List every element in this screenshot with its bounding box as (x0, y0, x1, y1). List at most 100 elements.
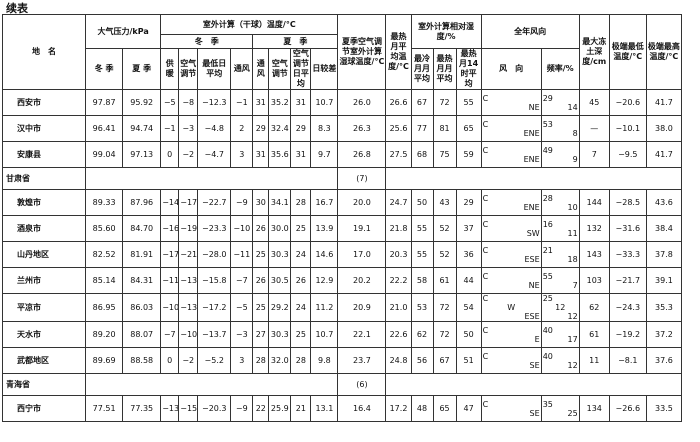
cell-line: 55 (542, 271, 553, 281)
cell: 89.69 (85, 347, 124, 374)
cell: 26.0 (337, 89, 387, 116)
cell-line: 40 (542, 351, 553, 361)
cell: 67 (410, 89, 434, 116)
cell: 77.51 (85, 395, 124, 422)
cell-line: E (534, 334, 540, 344)
cell: 43.6 (645, 189, 683, 216)
cell: 31 (290, 89, 312, 116)
cell: 9.7 (310, 141, 339, 168)
cell: −5.2 (197, 347, 232, 374)
cell: 81.91 (122, 241, 162, 268)
cell: −15 (178, 395, 199, 422)
multi-cell: 55 7 (540, 267, 580, 294)
cell: 26.8 (337, 141, 387, 168)
cell: 61 (432, 267, 457, 294)
cell-line: 7 (572, 280, 578, 290)
cell: 41.7 (645, 141, 683, 168)
cell-line: 21 (542, 245, 553, 255)
cell: −3 (178, 115, 199, 142)
cell-line: 11 (567, 228, 578, 238)
cell: −2 (178, 141, 199, 168)
cell: 0 (160, 347, 180, 374)
cell-line: 14 (567, 102, 578, 112)
cell: 27 (252, 321, 270, 348)
cell: 68 (410, 141, 434, 168)
multi-cell: C ENE (480, 115, 542, 142)
cell: −12.3 (197, 89, 232, 116)
cell: 37.6 (645, 347, 683, 374)
cell: 20.9 (337, 293, 387, 322)
multi-cell: C ENE (480, 189, 542, 216)
cell: 31 (252, 141, 270, 168)
cell: −19 (178, 215, 199, 242)
cell-line: C (482, 351, 489, 361)
cell: 72 (432, 89, 457, 116)
cell: 54 (455, 293, 482, 322)
cell: 26 (290, 267, 312, 294)
cell: 12.9 (310, 267, 339, 294)
cell: 144 (578, 189, 610, 216)
header-cell: 冬 季 (160, 34, 254, 49)
cell: 10.7 (310, 321, 339, 348)
multi-cell: 40 12 (540, 347, 580, 374)
cell: −15.8 (197, 267, 232, 294)
cell: −13.7 (197, 321, 232, 348)
place-name: 敦煌市 (1, 189, 87, 216)
table-row: 汉中市 96.41 94.74 −1 −3 −4.8 2 29 32.4 29 8.3 26.3 25.… (1, 115, 683, 142)
cell: 7 (578, 141, 610, 168)
cell: −33.3 (608, 241, 647, 268)
header-cell: 最大冻土深度/cm (578, 14, 610, 90)
cell: 96.41 (85, 115, 124, 142)
table-row: 敦煌市 89.33 87.96 −14 −17 −22.7 −9 30 34.1 28 16.7 20… (1, 189, 683, 216)
cell-line: 29 (542, 93, 553, 103)
cell: 30.3 (268, 321, 292, 348)
cell: 35.6 (268, 141, 292, 168)
cell: 53 (410, 293, 434, 322)
cell: 39.1 (645, 267, 683, 294)
table-row: 西安市 97.87 95.92 −5 −8 −12.3 −1 31 35.2 31 10.7 26.0… (1, 89, 683, 116)
cell: 24 (290, 293, 312, 322)
header-cell: 最低日平均 (197, 48, 232, 90)
cell: 25 (252, 293, 270, 322)
cell (85, 373, 339, 396)
header-cell: 空气调节 (178, 48, 199, 90)
cell: 24.8 (385, 347, 412, 374)
section-note: (6) (337, 373, 387, 396)
cell: 26.3 (337, 115, 387, 142)
cell: 34.1 (268, 189, 292, 216)
cell: 41.7 (645, 89, 683, 116)
multi-cell: C ESE (480, 241, 542, 268)
cell-line: ENE (523, 202, 540, 212)
cell: 44 (455, 267, 482, 294)
cell: −17 (160, 241, 180, 268)
cell: 143 (578, 241, 610, 268)
table-header: 地 名 大气压力/kPa 室外计算（干球）温度/°C 夏季空气调节室外计算湿球温… (1, 14, 683, 90)
cell: 52 (432, 215, 457, 242)
cell-line: 12 (567, 312, 578, 321)
cell: −10 (230, 215, 254, 242)
cell: 37.2 (645, 321, 683, 348)
cell: 36 (455, 241, 482, 268)
cell: 17.2 (385, 395, 412, 422)
cell: −24.3 (608, 293, 647, 322)
cell-line: ENE (523, 128, 540, 138)
place-name: 天水市 (1, 321, 87, 348)
cell: −13 (160, 395, 180, 422)
cell-line: 28 (542, 193, 553, 203)
cell: −28.0 (197, 241, 232, 268)
cell: 16.4 (337, 395, 387, 422)
cell: 24 (290, 241, 312, 268)
cell: 97.87 (85, 89, 124, 116)
cell: 30.5 (268, 267, 292, 294)
place-name: 西宁市 (1, 395, 87, 422)
cell: −17.2 (197, 293, 232, 322)
cell: — (578, 115, 610, 142)
cell: −19.2 (608, 321, 647, 348)
cell: 25.9 (268, 395, 292, 422)
cell: 37.8 (645, 241, 683, 268)
multi-cell: 16 11 (540, 215, 580, 242)
multi-cell: C W ESE (480, 293, 542, 322)
multi-cell: C NE (480, 267, 542, 294)
place-name: 汉中市 (1, 115, 87, 142)
cell: 19.1 (337, 215, 387, 242)
